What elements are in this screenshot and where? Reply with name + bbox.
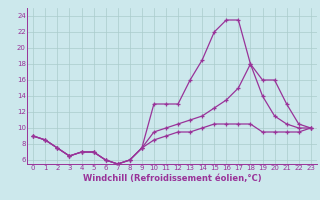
X-axis label: Windchill (Refroidissement éolien,°C): Windchill (Refroidissement éolien,°C) <box>83 174 261 183</box>
